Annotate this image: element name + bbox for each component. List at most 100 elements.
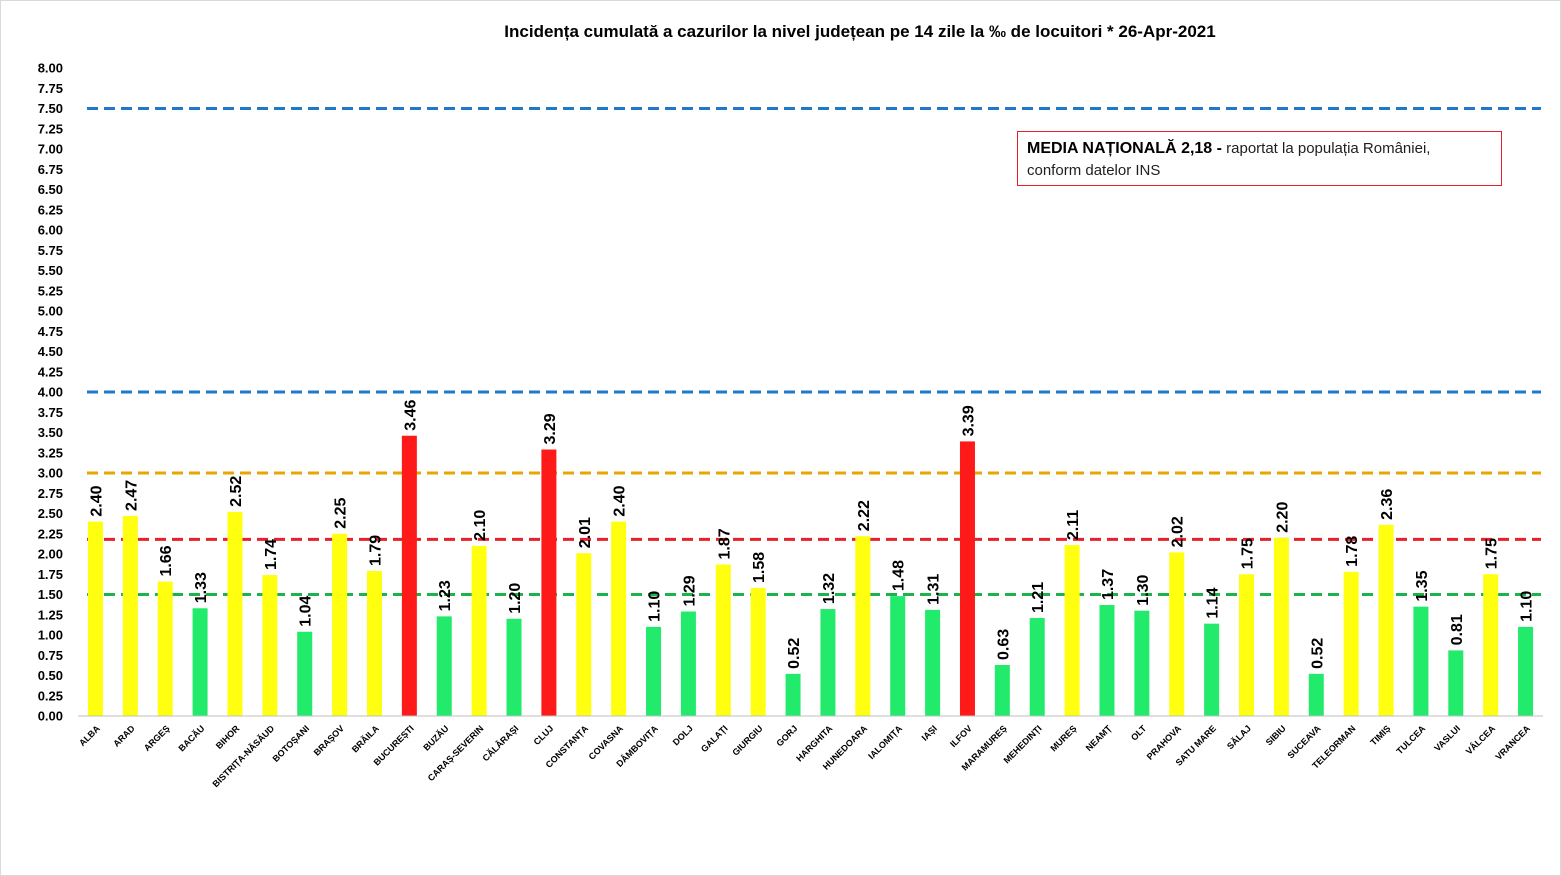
y-tick-label: 6.00 [38,223,63,238]
bar [680,611,696,716]
x-tick-label: IALOMIȚA [866,723,904,761]
x-tick-label: ARGEŞ [142,723,172,753]
data-label: 1.87 [716,528,733,559]
x-tick-label: BRAȘOV [312,723,346,757]
bar [1204,623,1220,716]
x-tick-label: VÂLCEA [1463,722,1497,756]
data-label: 1.58 [751,552,768,583]
bar [157,581,173,716]
bar [122,515,138,716]
x-tick-label: BUZĂU [421,723,450,752]
bar [611,521,627,716]
x-tick-label: ARAD [111,723,137,749]
bar [1064,545,1080,716]
data-label: 1.75 [1484,538,1501,569]
data-label: 2.40 [612,485,629,516]
bar [646,626,662,716]
bar [785,673,801,716]
reference-lines [87,107,1541,596]
bar [262,575,278,716]
bar [332,533,348,716]
data-label: 2.20 [1274,502,1291,533]
x-tick-label: BRĂILA [350,723,381,754]
x-tick-label: GALAȚI [699,723,730,754]
bar [1483,574,1499,716]
data-label: 3.39 [960,405,977,436]
data-label: 2.02 [1170,516,1187,547]
data-label: 1.79 [367,535,384,566]
national-average-bold: MEDIA NAȚIONALĂ 2,18 - [1027,140,1222,157]
y-tick-label: 0.00 [38,709,63,724]
bar [1239,574,1255,716]
data-label: 2.40 [88,485,105,516]
bar [436,616,452,716]
y-tick-label: 3.25 [38,445,63,460]
x-tick-label: GIURGIU [730,723,764,757]
data-label: 3.46 [402,399,419,430]
x-tick-label: GORJ [774,723,799,748]
bar [1308,673,1324,716]
bar [1518,626,1534,716]
y-tick-label: 8.00 [38,61,63,76]
bar [506,618,522,716]
bar [1378,524,1394,716]
bar [925,609,941,716]
bar [1343,571,1359,716]
data-label: 2.52 [228,476,245,507]
bar [715,564,731,716]
data-label: 0.52 [786,638,803,669]
y-axis: 0.00 0.25 0.50 0.75 1.00 1.25 1.50 1.75 2.00 2.25… [38,61,63,724]
data-label: 1.21 [1030,582,1047,613]
x-tick-label: BOTOȘANI [271,723,312,764]
bar [366,571,382,716]
x-tick-label: DOLJ [671,723,695,747]
x-tick-label: ILFOV [948,723,974,749]
y-tick-label: 4.00 [38,385,63,400]
data-label: 1.37 [1100,569,1117,600]
data-label: 0.52 [1309,638,1326,669]
bar [1169,552,1185,716]
data-label: 2.01 [577,517,594,548]
y-tick-label: 4.50 [38,344,63,359]
bar [297,631,313,716]
y-tick-label: 1.00 [38,628,63,643]
bar [855,536,871,716]
x-tick-label: VRANCEA [1493,723,1532,762]
y-tick-label: 2.50 [38,506,63,521]
x-tick-label: TIMIȘ [1368,723,1392,747]
bar [192,608,208,716]
bar [227,511,243,716]
y-tick-label: 5.50 [38,263,63,278]
bar [890,596,906,716]
bar [471,545,487,716]
x-tick-label: VASLUI [1432,723,1462,753]
bar [820,609,836,716]
y-tick-label: 2.25 [38,526,63,541]
x-tick-label: SUCEAVA [1285,723,1323,761]
bar [1448,650,1464,716]
data-label: 2.22 [856,500,873,531]
y-tick-label: 6.25 [38,202,63,217]
data-label: 1.23 [437,580,454,611]
data-label: 1.48 [891,560,908,591]
x-tick-label: ALBA [77,723,102,748]
x-tick-label: TULCEA [1394,723,1427,756]
y-tick-label: 1.50 [38,587,63,602]
y-tick-label: 4.25 [38,364,63,379]
bar [576,553,592,716]
data-label: 2.11 [1065,510,1082,540]
data-label: 2.47 [123,480,140,511]
data-label: 3.29 [542,413,559,444]
y-tick-label: 5.25 [38,283,63,298]
x-tick-label: SĂLAJ [1225,723,1253,751]
data-label: 1.29 [681,575,698,606]
x-axis: ALBA ARAD ARGEŞ BACĂU BIHORBISTRIȚA-NĂSĂUDBO… [77,715,1543,789]
x-tick-label: CĂLĂRAȘI [480,723,520,763]
y-tick-label: 5.75 [38,243,63,258]
bar [959,441,975,716]
data-label: 1.30 [1135,574,1152,605]
x-tick-label: BISTRIȚA-NĂSĂUD [210,723,276,789]
data-label: 1.31 [926,574,943,605]
data-label: 1.78 [1344,536,1361,567]
y-tick-label: 3.75 [38,405,63,420]
